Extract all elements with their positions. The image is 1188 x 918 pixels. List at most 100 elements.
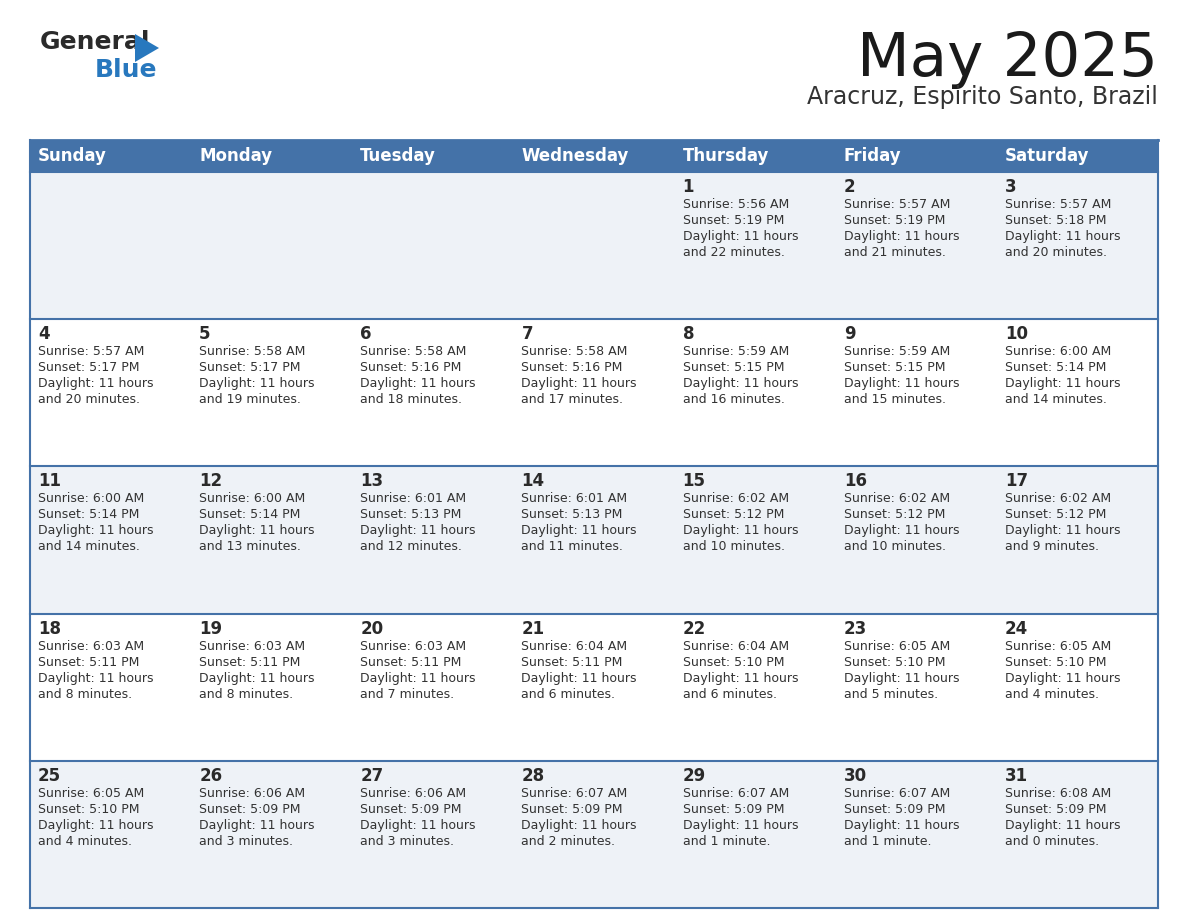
- Text: and 20 minutes.: and 20 minutes.: [38, 393, 140, 406]
- Text: Sunrise: 6:07 AM: Sunrise: 6:07 AM: [683, 787, 789, 800]
- Text: 17: 17: [1005, 473, 1028, 490]
- Text: Daylight: 11 hours: Daylight: 11 hours: [200, 672, 315, 685]
- Text: Wednesday: Wednesday: [522, 147, 628, 165]
- Bar: [675, 140, 835, 172]
- Text: Sunset: 5:10 PM: Sunset: 5:10 PM: [1005, 655, 1106, 668]
- Text: Daylight: 11 hours: Daylight: 11 hours: [38, 377, 153, 390]
- Text: Sunrise: 5:57 AM: Sunrise: 5:57 AM: [1005, 198, 1111, 211]
- Bar: [30, 613, 1158, 761]
- Bar: [997, 140, 1158, 172]
- Text: and 10 minutes.: and 10 minutes.: [843, 541, 946, 554]
- Text: Daylight: 11 hours: Daylight: 11 hours: [1005, 524, 1120, 537]
- Text: Sunset: 5:10 PM: Sunset: 5:10 PM: [38, 803, 139, 816]
- Text: Thursday: Thursday: [683, 147, 769, 165]
- Text: Daylight: 11 hours: Daylight: 11 hours: [683, 377, 798, 390]
- Bar: [353, 140, 513, 172]
- Text: and 0 minutes.: and 0 minutes.: [1005, 834, 1099, 848]
- Text: Sunset: 5:14 PM: Sunset: 5:14 PM: [1005, 361, 1106, 375]
- Text: Sunset: 5:17 PM: Sunset: 5:17 PM: [38, 361, 139, 375]
- Text: Daylight: 11 hours: Daylight: 11 hours: [38, 672, 153, 685]
- Text: 18: 18: [38, 620, 61, 638]
- Bar: [30, 319, 1158, 466]
- Text: 3: 3: [1005, 178, 1017, 196]
- Text: Daylight: 11 hours: Daylight: 11 hours: [522, 672, 637, 685]
- Text: Sunset: 5:15 PM: Sunset: 5:15 PM: [843, 361, 946, 375]
- Text: and 8 minutes.: and 8 minutes.: [38, 688, 132, 700]
- Text: Daylight: 11 hours: Daylight: 11 hours: [360, 377, 475, 390]
- Text: Sunrise: 6:02 AM: Sunrise: 6:02 AM: [683, 492, 789, 506]
- Text: Sunrise: 6:00 AM: Sunrise: 6:00 AM: [200, 492, 305, 506]
- Text: Daylight: 11 hours: Daylight: 11 hours: [843, 230, 959, 243]
- Text: 10: 10: [1005, 325, 1028, 343]
- Polygon shape: [135, 34, 159, 62]
- Text: Daylight: 11 hours: Daylight: 11 hours: [1005, 230, 1120, 243]
- Text: and 4 minutes.: and 4 minutes.: [1005, 688, 1099, 700]
- Text: and 9 minutes.: and 9 minutes.: [1005, 541, 1099, 554]
- Text: Sunrise: 6:03 AM: Sunrise: 6:03 AM: [360, 640, 467, 653]
- Text: Tuesday: Tuesday: [360, 147, 436, 165]
- Text: Sunset: 5:11 PM: Sunset: 5:11 PM: [360, 655, 462, 668]
- Text: Sunset: 5:14 PM: Sunset: 5:14 PM: [38, 509, 139, 521]
- Text: 5: 5: [200, 325, 210, 343]
- Text: and 14 minutes.: and 14 minutes.: [38, 541, 140, 554]
- Text: and 13 minutes.: and 13 minutes.: [200, 541, 301, 554]
- Text: 14: 14: [522, 473, 544, 490]
- Text: and 6 minutes.: and 6 minutes.: [522, 688, 615, 700]
- Text: Sunday: Sunday: [38, 147, 107, 165]
- Text: Sunset: 5:11 PM: Sunset: 5:11 PM: [200, 655, 301, 668]
- Text: Sunset: 5:10 PM: Sunset: 5:10 PM: [683, 655, 784, 668]
- Text: and 14 minutes.: and 14 minutes.: [1005, 393, 1107, 406]
- Text: Sunset: 5:11 PM: Sunset: 5:11 PM: [522, 655, 623, 668]
- Text: 12: 12: [200, 473, 222, 490]
- Text: Sunrise: 6:05 AM: Sunrise: 6:05 AM: [38, 787, 144, 800]
- Text: Daylight: 11 hours: Daylight: 11 hours: [360, 672, 475, 685]
- Text: Sunset: 5:19 PM: Sunset: 5:19 PM: [683, 214, 784, 227]
- Text: 31: 31: [1005, 767, 1028, 785]
- Text: and 7 minutes.: and 7 minutes.: [360, 688, 455, 700]
- Text: 28: 28: [522, 767, 544, 785]
- Text: Sunrise: 6:02 AM: Sunrise: 6:02 AM: [843, 492, 950, 506]
- Text: 6: 6: [360, 325, 372, 343]
- Text: Friday: Friday: [843, 147, 902, 165]
- Text: Sunrise: 6:02 AM: Sunrise: 6:02 AM: [1005, 492, 1111, 506]
- Text: 23: 23: [843, 620, 867, 638]
- Text: and 15 minutes.: and 15 minutes.: [843, 393, 946, 406]
- Text: Sunrise: 6:01 AM: Sunrise: 6:01 AM: [522, 492, 627, 506]
- Text: 13: 13: [360, 473, 384, 490]
- Text: Daylight: 11 hours: Daylight: 11 hours: [683, 819, 798, 832]
- Text: Daylight: 11 hours: Daylight: 11 hours: [843, 819, 959, 832]
- Text: Sunset: 5:10 PM: Sunset: 5:10 PM: [843, 655, 946, 668]
- Text: Aracruz, Espirito Santo, Brazil: Aracruz, Espirito Santo, Brazil: [807, 85, 1158, 109]
- Text: and 5 minutes.: and 5 minutes.: [843, 688, 937, 700]
- Text: General: General: [40, 30, 151, 54]
- Text: Sunset: 5:17 PM: Sunset: 5:17 PM: [200, 361, 301, 375]
- Text: Daylight: 11 hours: Daylight: 11 hours: [522, 524, 637, 537]
- Text: Daylight: 11 hours: Daylight: 11 hours: [200, 819, 315, 832]
- Text: Sunset: 5:09 PM: Sunset: 5:09 PM: [1005, 803, 1106, 816]
- Text: Monday: Monday: [200, 147, 272, 165]
- Text: Sunrise: 6:03 AM: Sunrise: 6:03 AM: [200, 640, 305, 653]
- Text: Sunrise: 6:05 AM: Sunrise: 6:05 AM: [843, 640, 950, 653]
- Text: Sunset: 5:13 PM: Sunset: 5:13 PM: [360, 509, 462, 521]
- Text: 15: 15: [683, 473, 706, 490]
- Text: 25: 25: [38, 767, 61, 785]
- Text: 8: 8: [683, 325, 694, 343]
- Text: Sunset: 5:12 PM: Sunset: 5:12 PM: [1005, 509, 1106, 521]
- Bar: [835, 140, 997, 172]
- Text: Daylight: 11 hours: Daylight: 11 hours: [1005, 672, 1120, 685]
- Bar: [191, 140, 353, 172]
- Text: Sunset: 5:13 PM: Sunset: 5:13 PM: [522, 509, 623, 521]
- Text: Saturday: Saturday: [1005, 147, 1089, 165]
- Text: Sunrise: 5:59 AM: Sunrise: 5:59 AM: [843, 345, 950, 358]
- Text: 26: 26: [200, 767, 222, 785]
- Text: Daylight: 11 hours: Daylight: 11 hours: [38, 524, 153, 537]
- Text: Sunset: 5:12 PM: Sunset: 5:12 PM: [683, 509, 784, 521]
- Text: Sunrise: 6:00 AM: Sunrise: 6:00 AM: [38, 492, 144, 506]
- Text: 22: 22: [683, 620, 706, 638]
- Text: Sunset: 5:15 PM: Sunset: 5:15 PM: [683, 361, 784, 375]
- Text: Sunset: 5:11 PM: Sunset: 5:11 PM: [38, 655, 139, 668]
- Text: 2: 2: [843, 178, 855, 196]
- Text: Sunset: 5:09 PM: Sunset: 5:09 PM: [843, 803, 946, 816]
- Text: Sunrise: 6:08 AM: Sunrise: 6:08 AM: [1005, 787, 1111, 800]
- Text: 29: 29: [683, 767, 706, 785]
